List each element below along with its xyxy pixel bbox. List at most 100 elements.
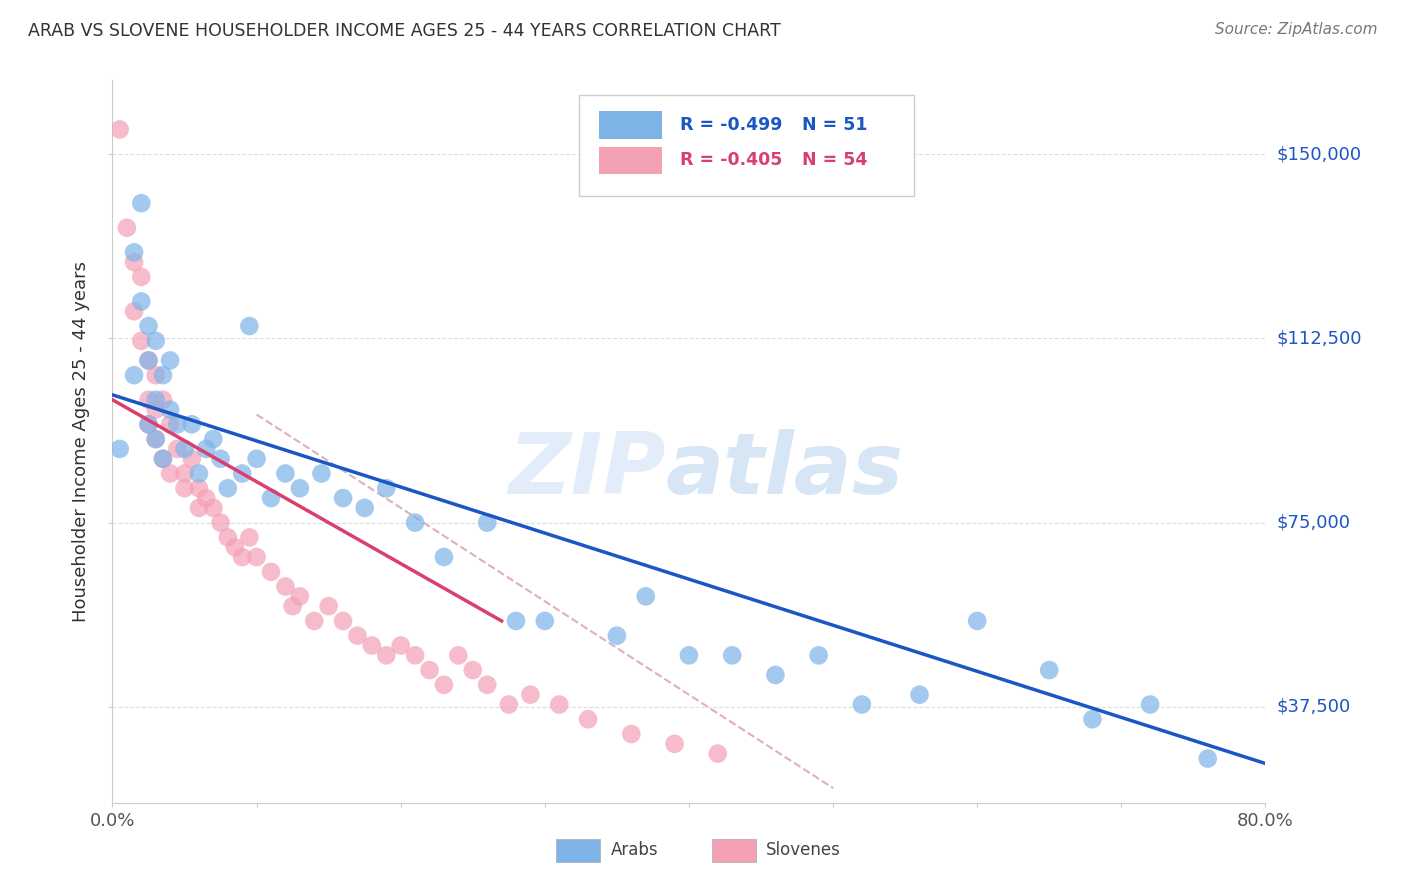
Point (217, 530, 239, 544)
Text: Source: ZipAtlas.com: Source: ZipAtlas.com (1215, 22, 1378, 37)
Point (332, 491, 354, 505)
Point (224, 540, 246, 554)
Point (129, 294, 153, 309)
Point (180, 417, 202, 432)
Point (145, 368, 167, 383)
Point (606, 629, 628, 643)
Point (664, 737, 686, 751)
Point (152, 451, 174, 466)
Point (1081, 712, 1104, 726)
Point (433, 549, 456, 564)
Point (966, 614, 988, 628)
Point (159, 402, 181, 417)
Point (145, 392, 167, 407)
Point (404, 648, 426, 663)
Point (721, 648, 744, 663)
Point (209, 516, 232, 530)
Point (765, 668, 787, 682)
Point (404, 516, 426, 530)
Text: $37,500: $37,500 (1277, 698, 1351, 716)
Point (173, 481, 195, 495)
Point (375, 648, 398, 663)
Point (346, 629, 368, 643)
Point (129, 269, 153, 284)
Text: ZIP: ZIP (508, 429, 666, 512)
Point (145, 334, 167, 348)
Point (375, 481, 398, 495)
Point (188, 500, 211, 515)
Point (122, 304, 145, 318)
Point (246, 549, 269, 564)
Point (332, 614, 354, 628)
Text: R = -0.499: R = -0.499 (679, 116, 782, 134)
Point (108, 122, 131, 136)
Text: atlas: atlas (666, 429, 904, 512)
Point (461, 663, 484, 677)
Point (217, 481, 239, 495)
Point (188, 481, 211, 495)
Point (166, 442, 188, 456)
Text: N = 54: N = 54 (801, 152, 868, 169)
Point (145, 432, 167, 446)
Point (115, 220, 138, 235)
Point (576, 712, 599, 726)
Point (159, 467, 181, 481)
Bar (599, 147, 662, 174)
Point (548, 698, 571, 712)
Point (173, 467, 195, 481)
Point (678, 648, 700, 663)
Point (152, 392, 174, 407)
Point (238, 530, 260, 544)
Point (260, 491, 283, 505)
Point (707, 747, 730, 761)
Y-axis label: Householder Income Ages 25 - 44 years: Householder Income Ages 25 - 44 years (72, 261, 90, 622)
Text: Slovenes: Slovenes (766, 841, 841, 859)
Point (288, 590, 311, 604)
Point (447, 648, 470, 663)
Point (145, 432, 167, 446)
Point (534, 614, 557, 628)
Point (311, 467, 333, 481)
Point (180, 451, 202, 466)
Point (475, 678, 499, 692)
Point (138, 417, 160, 432)
Point (851, 698, 873, 712)
Point (202, 500, 225, 515)
Point (274, 467, 297, 481)
Text: $112,500: $112,500 (1277, 329, 1362, 347)
Point (231, 549, 253, 564)
Text: N = 51: N = 51 (801, 116, 868, 134)
Point (353, 500, 375, 515)
Point (1038, 663, 1060, 677)
Text: $150,000: $150,000 (1277, 145, 1361, 163)
Point (419, 663, 441, 677)
Point (138, 353, 160, 368)
Bar (711, 838, 756, 862)
Point (634, 590, 657, 604)
Point (122, 368, 145, 383)
Point (519, 688, 541, 702)
Point (318, 599, 340, 614)
Point (188, 467, 211, 481)
Point (908, 688, 931, 702)
Bar (599, 112, 662, 139)
Point (195, 491, 218, 505)
Point (360, 639, 382, 653)
Point (166, 417, 188, 432)
Point (274, 580, 297, 594)
Point (138, 392, 160, 407)
Point (129, 334, 153, 348)
Point (498, 698, 520, 712)
Point (138, 319, 160, 334)
Point (389, 639, 412, 653)
Point (159, 353, 181, 368)
Point (260, 565, 283, 579)
Point (288, 481, 311, 495)
Point (122, 245, 145, 260)
Point (620, 727, 643, 741)
Point (159, 417, 181, 432)
Point (304, 614, 326, 628)
Point (145, 402, 167, 417)
Point (1139, 698, 1161, 712)
Point (1197, 751, 1219, 765)
